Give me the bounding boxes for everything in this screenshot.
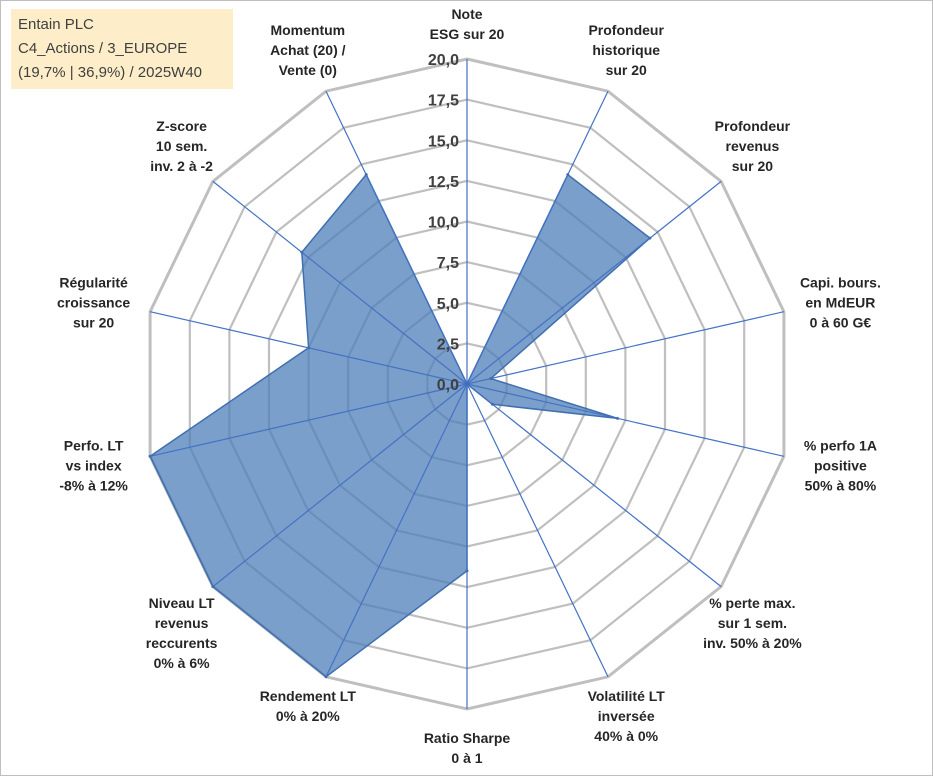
axis-label-5-line-1: % perfo 1A — [804, 438, 877, 454]
axis-label-13-line-2: 10 sem. — [156, 138, 207, 154]
axis-label-6-line-1: % perte max. — [709, 595, 795, 611]
axis-label-3-line-1: Profondeur — [715, 118, 791, 134]
axis-label-1-line-1: Note — [451, 6, 482, 22]
axis-label-5-line-2: positive — [814, 458, 867, 474]
tick-label-1: 2,5 — [437, 336, 459, 353]
data-point-13 — [300, 250, 304, 254]
axis-label-14-line-3: Vente (0) — [279, 62, 337, 78]
axis-label-14-line-2: Achat (20) / — [270, 42, 346, 58]
tick-label-6: 15,0 — [428, 133, 459, 150]
spoke-5 — [466, 383, 785, 457]
spoke-9 — [325, 383, 468, 678]
axis-label-5-line-3: 50% à 80% — [805, 478, 877, 494]
axis-label-11-line-1: Perfo. LT — [64, 438, 124, 454]
axis-label-11-line-3: -8% à 12% — [59, 478, 128, 494]
spoke-7 — [466, 383, 609, 678]
axis-label-12-line-2: croissance — [57, 294, 130, 310]
spoke-6 — [466, 383, 722, 588]
spoke-4 — [466, 311, 785, 385]
data-point-2 — [566, 173, 570, 177]
tick-label-7: 17,5 — [428, 93, 459, 110]
spoke-10 — [212, 383, 468, 588]
axis-label-14-line-1: Momentum — [270, 22, 345, 38]
axis-label-2-line-1: Profondeur — [588, 22, 664, 38]
axis-label-8-line-1: Ratio Sharpe — [424, 730, 511, 746]
axis-label-4-line-2: en MdEUR — [805, 294, 875, 310]
data-point-12 — [307, 346, 311, 350]
axis-label-12-line-1: Régularité — [59, 274, 128, 290]
data-point-14 — [364, 173, 368, 177]
axis-label-10-line-2: revenus — [155, 615, 209, 631]
axis-label-1-line-2: ESG sur 20 — [430, 26, 505, 42]
tick-label-2: 5,0 — [437, 296, 459, 313]
axis-label-6-line-2: sur 1 sem. — [718, 615, 787, 631]
tick-label-8: 20,0 — [428, 52, 459, 69]
axis-label-6-line-3: inv. 50% à 20% — [703, 635, 802, 651]
company-name: Entain PLC — [18, 16, 94, 33]
axis-label-4-line-3: 0 à 60 G€ — [810, 314, 872, 330]
data-point-6 — [490, 402, 494, 406]
data-point-3 — [648, 236, 652, 240]
spoke-11 — [149, 383, 468, 457]
axis-label-9-line-2: 0% à 20% — [276, 708, 340, 724]
axis-label-13-line-1: Z-score — [156, 118, 207, 134]
data-point-4 — [489, 377, 493, 381]
axis-label-11-line-2: vs index — [66, 458, 122, 474]
axis-label-8-line-2: 0 à 1 — [451, 750, 482, 766]
axis-label-3-line-2: revenus — [726, 138, 780, 154]
spoke-13 — [212, 180, 468, 385]
axis-label-10-line-1: Niveau LT — [149, 595, 215, 611]
info-box: Entain PLC C4_Actions / 3_EUROPE (19,7% … — [11, 9, 233, 89]
tick-label-4: 10,0 — [428, 215, 459, 232]
data-point-7 — [465, 382, 469, 386]
axis-label-2-line-3: sur 20 — [606, 62, 647, 78]
axis-label-12-line-3: sur 20 — [73, 314, 114, 330]
axis-label-13-line-3: inv. 2 à -2 — [150, 158, 213, 174]
tick-label-5: 12,5 — [428, 174, 459, 191]
axis-label-7-line-2: inversée — [598, 708, 655, 724]
axis-label-7-line-3: 40% à 0% — [594, 728, 658, 744]
tick-label-0: 0,0 — [437, 377, 459, 394]
category-label: C4_Actions / 3_EUROPE — [18, 40, 188, 57]
spoke-3 — [466, 180, 722, 385]
axis-label-10-line-4: 0% à 6% — [154, 655, 211, 671]
data-point-8 — [465, 569, 469, 573]
axis-label-3-line-3: sur 20 — [732, 158, 773, 174]
spoke-14 — [325, 90, 468, 385]
axis-label-10-line-3: reccurents — [146, 635, 218, 651]
axis-label-7-line-1: Volatilité LT — [588, 688, 666, 704]
data-point-9 — [324, 675, 328, 679]
data-point-11 — [148, 454, 152, 458]
data-point-5 — [616, 416, 619, 420]
tick-label-3: 7,5 — [437, 255, 459, 272]
axis-label-2-line-2: historique — [592, 42, 660, 58]
stats-label: (19,7% | 36,9%) / 2025W40 — [18, 64, 202, 81]
data-point-10 — [211, 585, 215, 589]
axis-label-9-line-1: Rendement LT — [260, 688, 357, 704]
axis-label-4-line-1: Capi. bours. — [800, 274, 881, 290]
spoke-2 — [466, 90, 609, 385]
